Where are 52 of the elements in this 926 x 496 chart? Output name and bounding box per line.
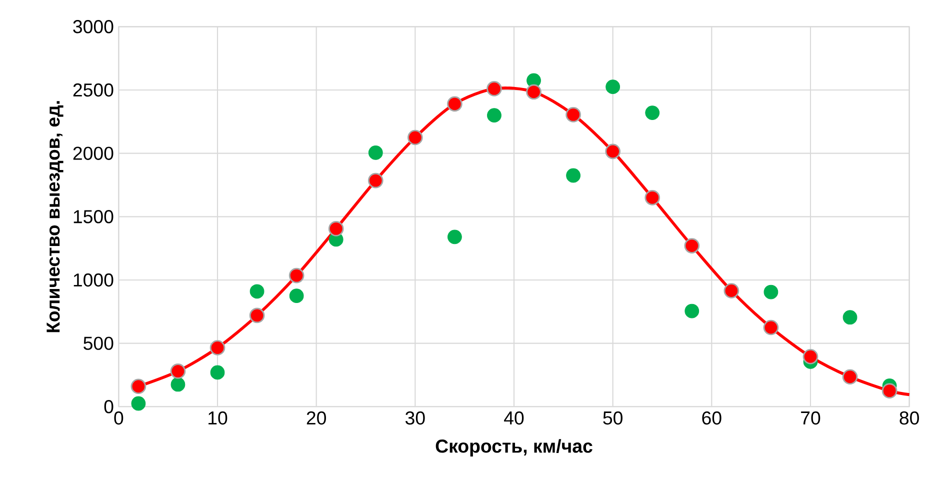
point (170, 377, 186, 392)
point (684, 304, 700, 318)
point (645, 106, 660, 120)
point (288, 268, 304, 284)
y-tick-label: 1500 (74, 210, 114, 224)
point (407, 130, 423, 146)
x-tick-label: 0 (114, 411, 124, 425)
point (764, 284, 778, 300)
y-tick-label: 1000 (74, 273, 114, 287)
point (210, 365, 225, 380)
point (842, 310, 858, 325)
point (566, 107, 581, 122)
point (486, 81, 502, 96)
x-tick-label: 80 (900, 411, 919, 425)
point (684, 238, 700, 254)
point (644, 190, 660, 206)
point (289, 288, 304, 304)
x-tick-label: 60 (702, 411, 722, 425)
x-axis-title: Скорость, км/час (436, 439, 592, 456)
x-tick-label: 10 (208, 411, 228, 425)
point (763, 320, 779, 336)
point (368, 145, 383, 160)
point (130, 378, 146, 394)
point (566, 168, 580, 183)
point (249, 308, 265, 324)
point (724, 283, 740, 298)
y-tick-label: 2000 (73, 146, 114, 160)
point (447, 96, 462, 112)
y-tick-label: 3000 (73, 20, 114, 34)
y-tick-label: 2500 (73, 83, 114, 97)
point (328, 221, 344, 236)
point (487, 108, 502, 123)
point (882, 383, 898, 398)
y-axis-title: Количество выездов, ед. (46, 101, 64, 332)
y-tick-label: 0 (104, 400, 114, 414)
x-tick-label: 50 (603, 411, 622, 425)
point (802, 348, 818, 364)
point (526, 84, 542, 100)
point (447, 230, 462, 244)
x-tick-label: 20 (306, 411, 326, 425)
point (210, 340, 226, 356)
point (250, 284, 264, 299)
point (368, 172, 384, 188)
point (842, 369, 858, 385)
x-tick-label: 30 (405, 411, 425, 425)
point (606, 80, 620, 94)
x-tick-label: 40 (504, 411, 524, 425)
x-tick-label: 70 (801, 411, 820, 425)
point (131, 396, 146, 411)
point (605, 144, 620, 160)
y-tick-label: 500 (84, 336, 114, 350)
point (170, 364, 186, 379)
